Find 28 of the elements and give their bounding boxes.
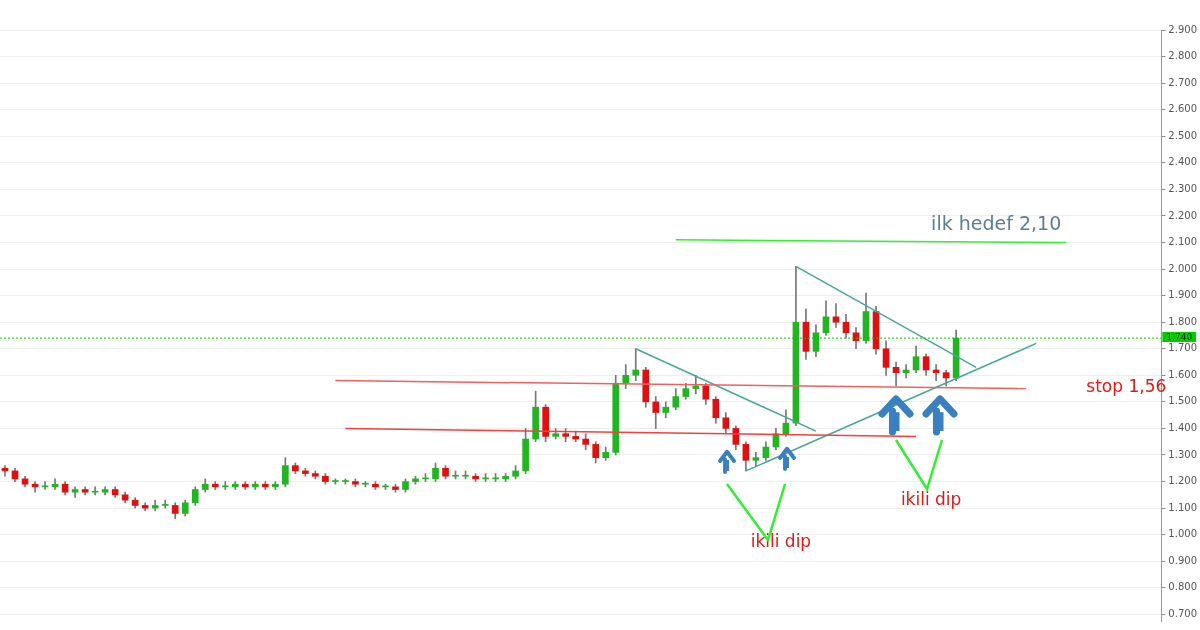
annotation: stop 1,56 <box>1086 375 1167 396</box>
y-tick-label: 2.800 <box>1168 50 1198 62</box>
y-tick-label: 2.900 <box>1168 23 1198 35</box>
y-tick-label: 0.900 <box>1168 554 1198 566</box>
annotation: ikili dip <box>900 488 962 509</box>
y-tick-label: 2.000 <box>1168 262 1198 274</box>
y-tick-label: 1.300 <box>1168 448 1198 460</box>
y-tick-label: 2.500 <box>1168 129 1198 141</box>
y-tick-label: 1.000 <box>1168 528 1198 540</box>
y-tick-label: 1.700 <box>1168 342 1198 354</box>
y-tick-label: 1.800 <box>1168 315 1198 327</box>
y-tick-label: 1.500 <box>1168 395 1198 407</box>
y-tick-label: 2.100 <box>1168 236 1198 248</box>
y-tick-label: 2.600 <box>1168 103 1198 115</box>
y-tick-label: 0.800 <box>1168 581 1198 593</box>
y-tick-label: 1.200 <box>1168 475 1198 487</box>
y-tick-label: 1.400 <box>1168 422 1198 434</box>
y-tick-label: 2.300 <box>1168 182 1198 194</box>
y-tick-label: 2.700 <box>1168 76 1198 88</box>
y-tick-label: 1.900 <box>1168 289 1198 301</box>
y-tick-label: 2.400 <box>1168 156 1198 168</box>
y-tick-label: 1.100 <box>1168 501 1198 513</box>
y-tick-label: 0.700 <box>1168 607 1198 619</box>
annotation: ikili dip <box>750 531 812 552</box>
y-tick-label: 2.200 <box>1168 209 1198 221</box>
y-tick-label: 1.600 <box>1168 368 1198 380</box>
ref-line-label: 1.740 <box>1166 332 1193 343</box>
annotation: ilk hedef 2,10 <box>931 212 1062 235</box>
